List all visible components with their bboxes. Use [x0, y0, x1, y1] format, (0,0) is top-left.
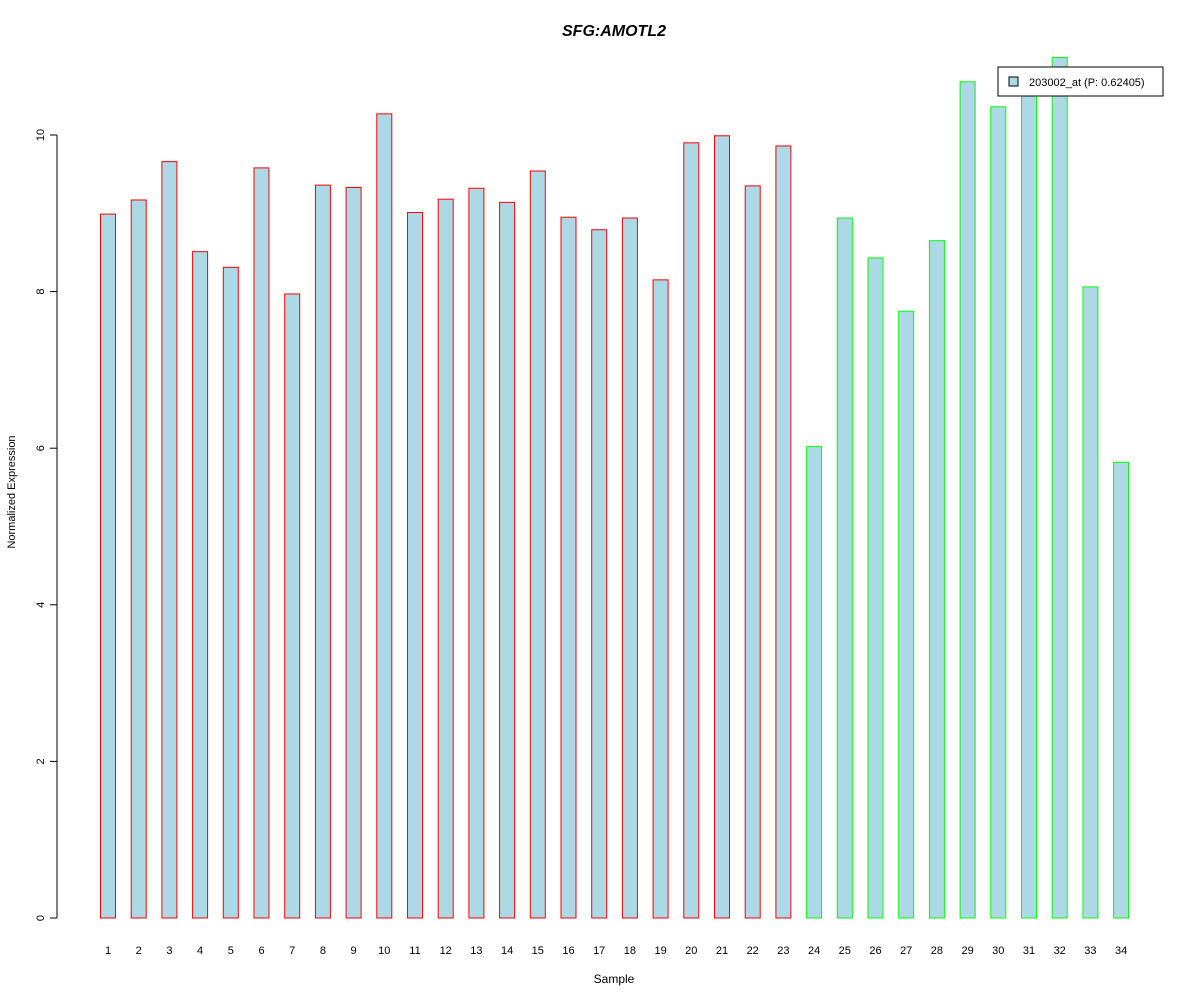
legend-label: 203002_at (P: 0.62405) [1029, 77, 1145, 89]
bar-sample-15 [529, 170, 546, 919]
x-tick-label: 10 [378, 945, 390, 957]
x-tick-label: 9 [351, 945, 357, 957]
bar-sample-14 [499, 201, 516, 919]
bar-sample-27 [898, 310, 915, 919]
x-tick-label: 22 [747, 945, 759, 957]
x-tick-label: 34 [1115, 945, 1127, 957]
y-axis-label: Normalized Expression [6, 435, 18, 548]
bar-sample-23 [775, 145, 792, 919]
bar-sample-16 [560, 216, 577, 919]
bar-sample-4 [192, 251, 209, 919]
legend-box [997, 66, 1164, 97]
bar-sample-24 [806, 446, 823, 919]
bar-sample-25 [836, 217, 853, 919]
y-tick-label: 2 [35, 758, 47, 764]
x-tick-label: 15 [532, 945, 544, 957]
x-tick-label: 18 [624, 945, 636, 957]
x-tick-label: 31 [1023, 945, 1035, 957]
bar-sample-26 [867, 257, 884, 919]
x-tick-label: 19 [654, 945, 666, 957]
chart-title: SFG:AMOTL2 [562, 23, 666, 40]
bar-sample-5 [222, 266, 239, 919]
x-tick-label: 32 [1054, 945, 1066, 957]
bar-sample-12 [437, 198, 454, 919]
bar-sample-1 [100, 213, 116, 919]
x-tick-labels: 1 2 3 4 5 6 7 8 9 10 11 12 13 14 15 16 17 18 19 20 21 22 23 24 2… [105, 945, 1127, 957]
bar-sample-3 [161, 161, 178, 919]
legend: 203002_at (P: 0.62405) [997, 66, 1164, 97]
x-tick-label: 28 [931, 945, 943, 957]
y-tick-label: 10 [35, 129, 47, 141]
bar-sample-8 [314, 184, 331, 919]
bar-sample-2 [130, 199, 147, 919]
x-tick-label: 17 [593, 945, 605, 957]
bar-sample-17 [591, 229, 608, 919]
legend-swatch [1008, 76, 1019, 87]
bar-sample-19 [652, 279, 669, 919]
x-tick-label: 25 [839, 945, 851, 957]
x-tick-label: 26 [869, 945, 881, 957]
x-tick-label: 2 [136, 945, 142, 957]
bar-sample-29 [959, 81, 976, 919]
bar-sample-31 [1021, 82, 1037, 919]
y-tick-label: 0 [35, 915, 47, 921]
bar-sample-6 [253, 167, 270, 919]
x-tick-label: 8 [320, 945, 326, 957]
x-axis-label: Sample [594, 972, 635, 986]
bar-sample-33 [1082, 286, 1099, 919]
bar-sample-28 [928, 240, 945, 919]
x-tick-label: 13 [470, 945, 482, 957]
bar-sample-32 [1051, 56, 1068, 919]
bar-sample-13 [468, 187, 485, 919]
x-tick-label: 7 [289, 945, 295, 957]
x-tick-label: 16 [562, 945, 574, 957]
x-tick-label: 23 [777, 945, 789, 957]
y-tick-label: 6 [35, 445, 47, 451]
x-tick-label: 12 [440, 945, 452, 957]
y-axis: 0 2 4 6 8 10 [35, 129, 58, 921]
bar-sample-22 [744, 185, 761, 919]
bar-sample-21 [714, 135, 730, 919]
x-tick-label: 24 [808, 945, 820, 957]
x-tick-label: 20 [685, 945, 697, 957]
bar-sample-18 [621, 217, 638, 919]
bar-sample-10 [376, 113, 393, 919]
x-tick-label: 21 [716, 945, 728, 957]
x-tick-label: 1 [105, 945, 111, 957]
bar-sample-30 [990, 106, 1007, 919]
x-tick-label: 5 [228, 945, 234, 957]
y-tick-label: 4 [35, 602, 47, 608]
bar-sample-7 [284, 293, 301, 919]
bar-sample-20 [683, 142, 700, 919]
x-tick-label: 30 [992, 945, 1004, 957]
x-tick-label: 14 [501, 945, 513, 957]
x-tick-label: 33 [1084, 945, 1096, 957]
bar-sample-11 [407, 212, 423, 919]
bars-group [100, 56, 1130, 919]
y-tick-label: 8 [35, 289, 47, 295]
x-tick-label: 27 [900, 945, 912, 957]
x-tick-label: 29 [961, 945, 973, 957]
bar-sample-9 [345, 186, 362, 919]
x-tick-label: 4 [197, 945, 203, 957]
x-tick-label: 11 [409, 945, 420, 957]
x-tick-label: 6 [258, 945, 264, 957]
bar-sample-34 [1113, 461, 1130, 919]
x-tick-label: 3 [166, 945, 172, 957]
